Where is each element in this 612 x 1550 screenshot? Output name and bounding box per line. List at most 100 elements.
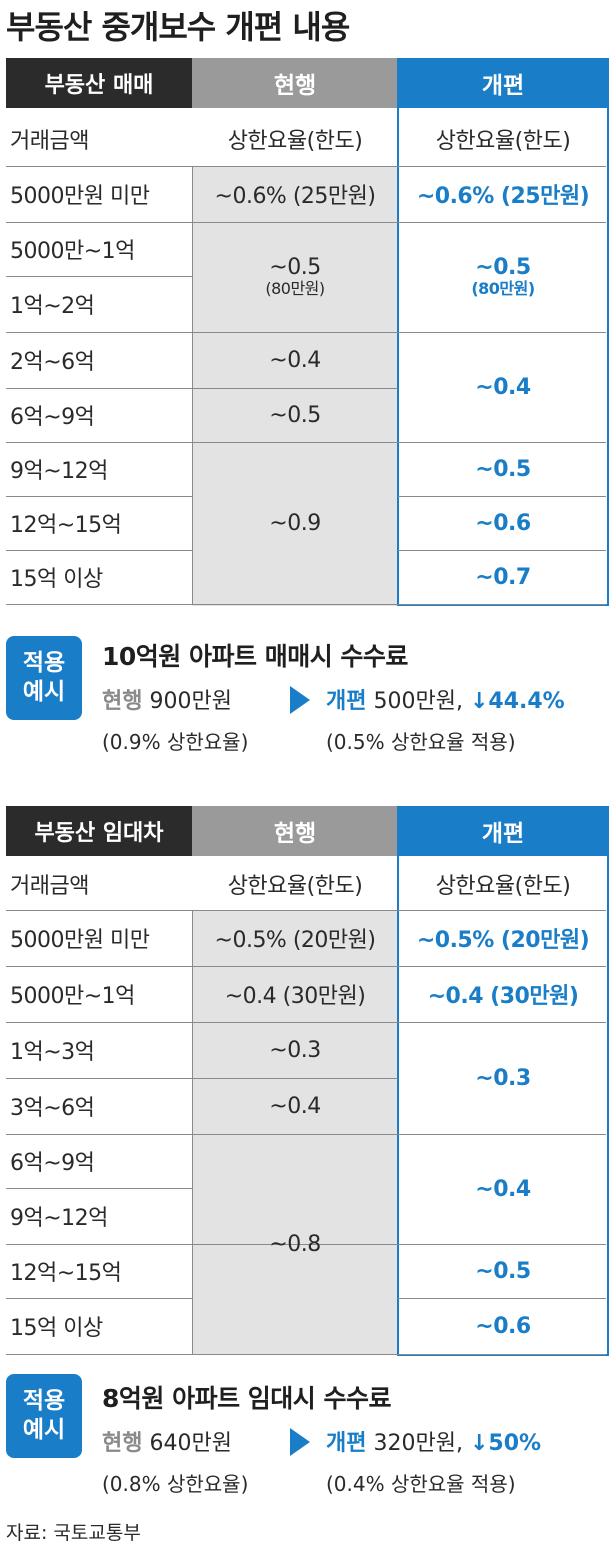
amount-cell: 6억~9억 [10,1151,95,1176]
example-current-note: (0.9% 상한요율) [102,730,249,754]
example-reform-note: (0.5% 상한요율 적용) [326,730,516,754]
row-divider [6,910,606,911]
row-divider [398,1298,606,1299]
current-value: 900만원 [149,689,232,714]
current-column-bg [192,166,398,606]
current-subheader: 상한요율(한도) [227,129,363,154]
row-divider [6,604,606,605]
col-divider [192,910,193,1354]
amount-cell: 12억~15억 [10,1261,122,1286]
example-badge: 적용 예시 [6,1374,82,1458]
example-reform-note: (0.4% 상한요율 적용) [326,1472,516,1496]
row-divider [6,276,192,277]
amount-cell: 12억~15억 [10,513,122,538]
sale-current-header: 현행 [192,58,398,108]
current-rate-cell: ~0.5 [269,402,321,428]
amount-cell: 5000만~1억 [10,984,135,1009]
example-reform: 개편 320만원, ↓50% [326,1425,541,1457]
amount-cell: 15억 이상 [10,567,103,592]
page-title: 부동산 중개보수 개편 내용 [6,8,350,46]
badge-text: 예시 [22,1417,66,1443]
row-divider [6,966,606,967]
reform-rate-limit: (80만원) [471,279,535,299]
amount-cell: 1억~3억 [10,1040,95,1065]
reform-rate-cell: ~0.6% (25만원) [416,184,590,209]
amount-cell: 9억~12억 [10,459,108,484]
amount-cell: 1억~2억 [10,294,95,319]
example-title: 10억원 아파트 매매시 수수료 [102,642,408,671]
arrow-right-icon [290,1428,310,1456]
example-title: 8억원 아파트 임대시 수수료 [102,1384,392,1413]
amount-cell: 2억~6억 [10,350,95,375]
current-value: 640만원 [149,1431,232,1456]
decrease-badge: ↓50% [469,1431,542,1456]
sale-table: 부동산 매매 현행 개편 거래금액 상한요율(한도) 상한요율(한도) 5000… [6,58,609,606]
amount-cell: 3억~6억 [10,1096,95,1121]
reform-rate-value: ~0.5 [475,255,531,281]
decrease-badge: ↓44.4% [469,689,565,714]
reform-rate-cell: ~0.7 [475,564,531,590]
reform-label: 개편 [326,689,367,714]
lease-reform-header: 개편 [398,806,608,856]
col-divider [192,166,193,604]
row-divider [6,1188,192,1189]
row-divider [6,166,606,167]
current-rate-limit: (80만원) [265,279,325,299]
reform-rate-cell: ~0.6 [475,510,531,536]
current-rate-cell: ~0.5% (20만원) [214,928,376,953]
reform-rate-cell: ~0.4 [475,374,531,400]
row-divider [6,222,606,223]
current-rate-value: ~0.5 [269,255,321,281]
row-divider [6,1078,192,1079]
reform-rate-cell: ~0.3 [475,1065,531,1091]
sale-category-header: 부동산 매매 [6,58,192,108]
example-current: 현행 900만원 [102,683,232,715]
reform-rate-cell: ~0.4 (30만원) [427,984,579,1009]
reform-rate-cell: ~0.5% (20만원) [416,928,590,953]
reform-rate-cell: ~0.6 [475,1313,531,1339]
badge-text: 적용 [22,650,66,677]
row-divider [6,496,192,497]
row-divider [6,332,606,333]
current-rate-cell: ~0.9 [269,510,321,536]
example-current-note: (0.8% 상한요율) [102,1472,249,1496]
current-rate-cell: ~0.5 (80만원) [192,222,398,332]
sale-reform-header: 개편 [398,58,608,108]
current-rate-cell: ~0.4 [269,347,321,373]
row-divider [6,388,192,389]
current-rate-cell: ~0.4 [269,1093,321,1119]
reform-subheader: 상한요율(한도) [435,874,571,899]
reform-value: 500만원, [373,689,463,714]
reform-rate-cell: ~0.5 [475,1258,531,1284]
lease-current-header: 현행 [192,806,398,856]
current-rate-cell: ~0.8 [269,1231,321,1257]
reform-rate-cell: ~0.5 [475,456,531,482]
row-divider [6,1354,606,1355]
amount-cell: 15억 이상 [10,1316,103,1341]
row-divider [192,388,398,389]
reform-rate-cell: ~0.4 [475,1176,531,1202]
amount-subheader: 거래금액 [10,874,89,899]
row-divider [192,1078,398,1079]
current-rate-cell: ~0.4 (30만원) [224,984,366,1009]
amount-subheader: 거래금액 [10,129,89,154]
current-rate-cell: ~0.3 [269,1037,321,1063]
amount-cell: 9억~12억 [10,1206,108,1231]
badge-text: 예시 [22,679,66,705]
reform-subheader: 상한요율(한도) [435,129,571,154]
row-divider [398,550,606,551]
row-divider [6,1022,606,1023]
amount-cell: 5000만~1억 [10,239,135,264]
row-divider [6,1298,192,1299]
current-rate-cell: ~0.6% (25만원) [214,184,376,209]
example-reform: 개편 500만원, ↓44.4% [326,683,565,715]
current-label: 현행 [102,1431,143,1456]
current-subheader: 상한요율(한도) [227,874,363,899]
row-divider [398,496,606,497]
reform-column-border [397,806,609,1356]
row-divider [6,1244,606,1245]
lease-category-header: 부동산 임대차 [6,806,192,856]
amount-cell: 6억~9억 [10,405,95,430]
source-note: 자료: 국토교통부 [6,1522,141,1544]
badge-text: 적용 [22,1388,66,1415]
